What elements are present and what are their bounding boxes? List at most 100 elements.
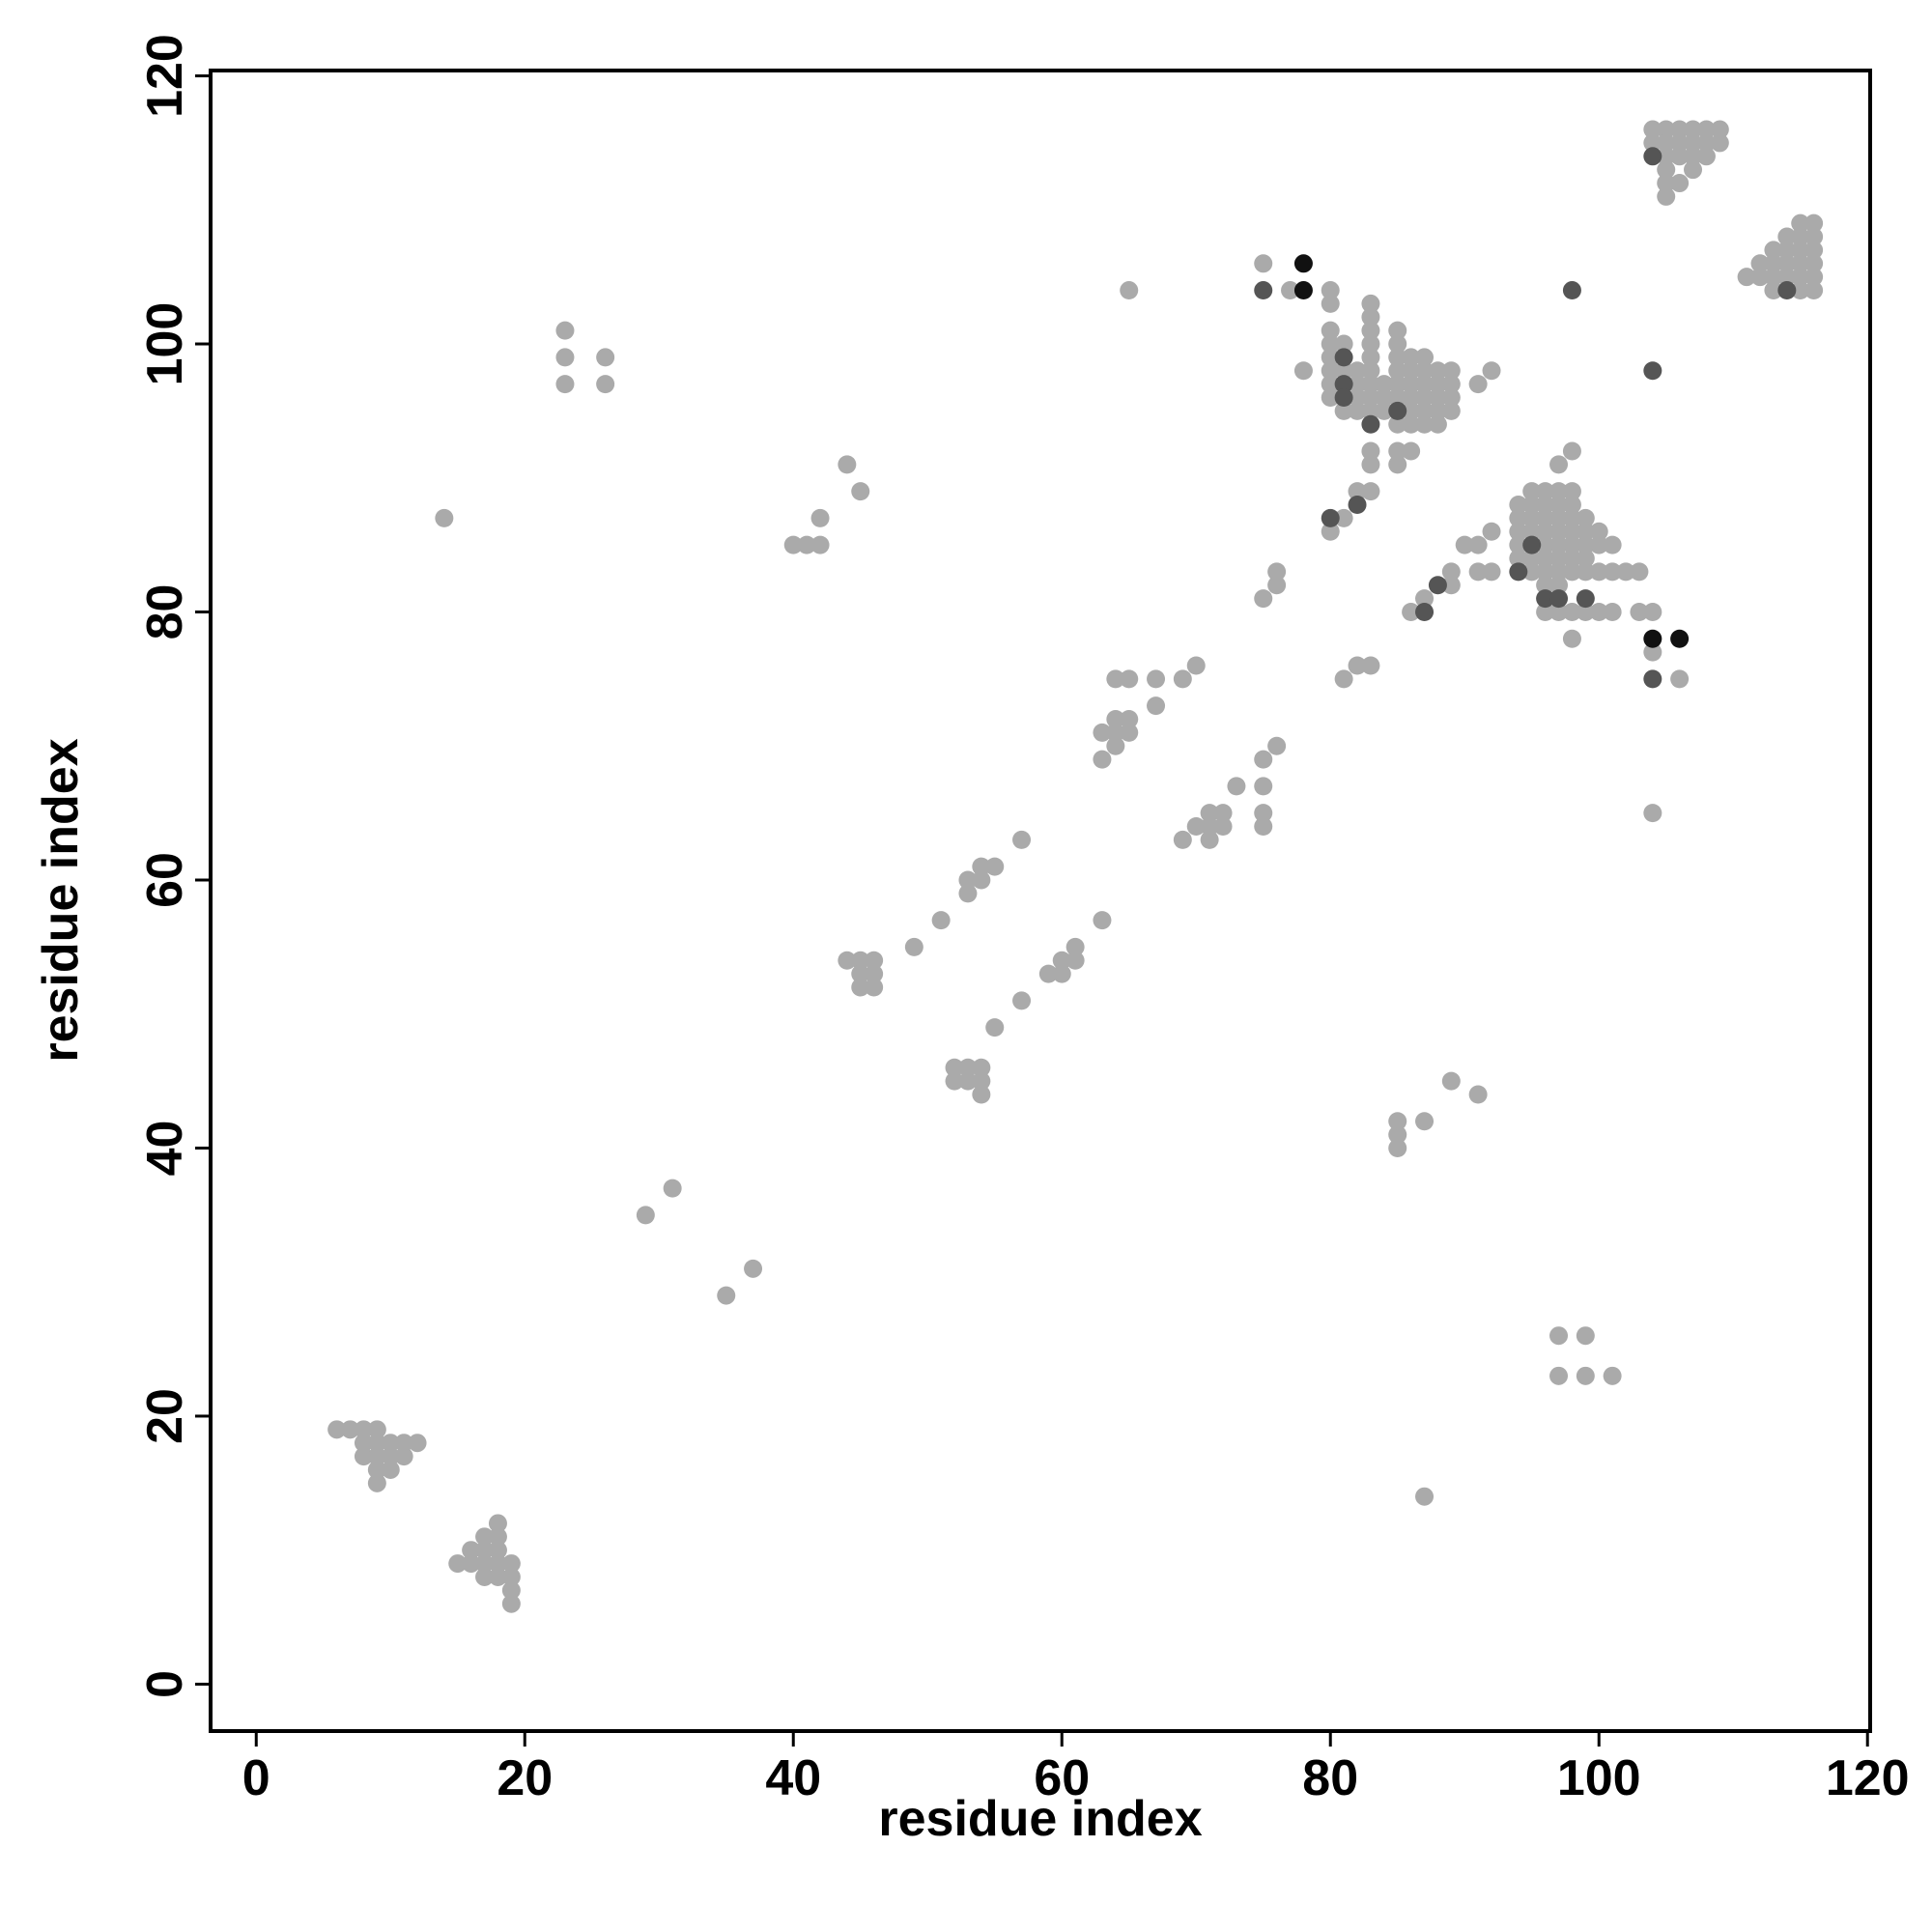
point [1576,589,1595,609]
point [1388,414,1407,434]
point [1415,589,1435,609]
point [1764,241,1783,260]
point [1415,388,1435,408]
y-tick-label: 100 [137,302,193,386]
point [1643,147,1662,166]
point [1804,281,1824,300]
point [1562,281,1581,300]
point [1415,361,1435,381]
point [1630,562,1649,582]
point [1281,281,1300,300]
point [1388,1138,1407,1157]
point [448,1554,468,1574]
point [1120,710,1139,729]
point [1106,710,1125,729]
point [865,978,884,997]
point [1468,1085,1488,1104]
point [381,1447,400,1466]
point [1696,147,1716,166]
point [596,375,615,394]
point [1562,535,1581,554]
point [1321,361,1340,381]
point [488,1527,507,1547]
point [1348,375,1367,394]
point [1791,227,1810,246]
point [1402,361,1421,381]
point [1321,321,1340,340]
point [1334,401,1353,420]
point [1106,736,1125,755]
point [1375,375,1394,394]
point [1549,535,1569,554]
point [354,1434,373,1453]
point [1536,482,1555,501]
point [596,348,615,367]
point [1334,334,1353,354]
point [1428,401,1447,420]
point [1402,375,1421,394]
y-axis-label: residue index [33,738,89,1062]
point [1093,723,1112,742]
point [1562,629,1581,648]
point [1052,951,1071,970]
point [851,978,870,997]
point [810,508,830,527]
point [1562,603,1581,622]
point [1200,816,1219,836]
point [1441,361,1461,381]
point [1643,133,1662,153]
point [797,535,816,554]
y-tick-label: 120 [137,34,193,118]
point [1415,375,1435,394]
point [1120,723,1139,742]
point [1361,455,1380,474]
point [1670,669,1690,689]
point [1562,522,1581,541]
point [1643,120,1662,139]
point [1348,496,1367,515]
point [1670,120,1690,139]
point [1415,414,1435,434]
y-tick-label: 0 [137,1670,193,1698]
point [1616,562,1635,582]
point [1441,562,1461,582]
point [354,1447,373,1466]
point [1428,576,1447,595]
point [435,508,454,527]
y-tick-label: 80 [137,584,193,640]
point [1643,804,1662,823]
point [1696,120,1716,139]
point [1603,535,1622,554]
point [1334,508,1353,527]
point [1764,254,1783,273]
point [1321,375,1340,394]
point [1375,388,1394,408]
point [1200,830,1219,849]
x-tick-label: 40 [765,1750,821,1806]
point [1536,496,1555,515]
point [1643,669,1662,689]
point [367,1460,386,1479]
point [985,857,1005,876]
point [810,535,830,554]
point [972,1058,991,1077]
point [1536,508,1555,527]
point [972,870,991,890]
point [1200,804,1219,823]
point [1361,482,1380,501]
point [1415,1112,1435,1131]
point [1402,388,1421,408]
point [1361,414,1380,434]
point [367,1447,386,1466]
point [1388,441,1407,461]
point [1657,174,1676,193]
point [1388,348,1407,367]
point [501,1554,521,1574]
point [945,1071,964,1091]
point [1562,482,1581,501]
point [1482,562,1501,582]
point [1468,535,1488,554]
point [1106,723,1125,742]
point [636,1206,655,1225]
